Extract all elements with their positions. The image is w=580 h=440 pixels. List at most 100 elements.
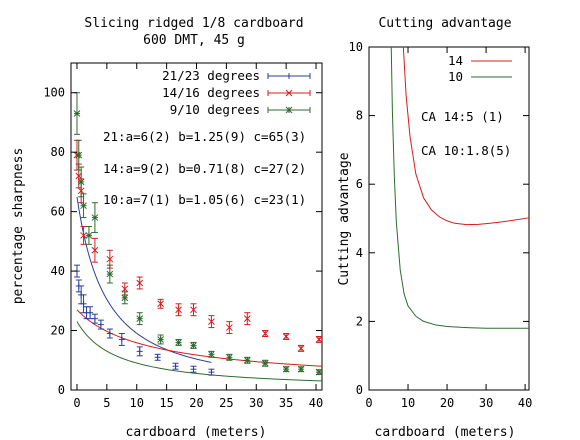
left-y-tick-label: 40	[51, 264, 65, 278]
left-y-tick-label: 100	[43, 86, 65, 100]
point-marker	[73, 110, 81, 117]
right-x-axis-label: cardboard (meters)	[375, 425, 516, 440]
data-point	[261, 359, 269, 367]
point-marker	[261, 330, 269, 337]
left-fit-curves	[76, 196, 323, 382]
point-marker	[175, 306, 182, 314]
left-x-tick-label: 0	[73, 396, 80, 410]
fit-annotation-10: 10:a=7(1) b=1.05(6) c=23(1)	[103, 192, 306, 207]
point-marker	[157, 336, 164, 343]
legend-label-10: 10	[448, 69, 463, 84]
legend-swatch-marker	[285, 89, 293, 97]
point-marker	[121, 294, 129, 302]
right-plot-frame	[368, 46, 530, 391]
data-point	[154, 353, 161, 361]
data-point	[80, 193, 87, 219]
left-x-tick-label: 5	[103, 396, 110, 410]
point-marker	[208, 318, 215, 325]
legend-swatch-marker	[285, 106, 293, 114]
sharpness-chart: Slicing ridged 1/8 cardboard 600 DMT, 45…	[11, 16, 323, 440]
data-point	[208, 350, 215, 358]
data-point	[75, 139, 83, 171]
fit-curve-1	[76, 309, 323, 367]
point-marker	[136, 315, 144, 323]
point-marker	[261, 359, 269, 367]
data-point	[297, 365, 305, 373]
right-y-tick-label: 0	[356, 383, 363, 397]
point-marker	[75, 151, 83, 159]
right-chart-title: Cutting advantage	[378, 16, 511, 31]
data-point	[91, 313, 98, 324]
ca-series-line-1	[390, 46, 529, 329]
point-marker	[190, 306, 197, 314]
right-legend: 14 10	[448, 53, 512, 84]
data-point	[77, 166, 85, 198]
point-marker	[136, 279, 144, 287]
data-point	[208, 315, 215, 329]
right-x-tick-label: 10	[401, 396, 415, 410]
fit-curve-0	[76, 196, 212, 363]
point-marker	[91, 214, 99, 221]
legend-label-9-10: 9/10 degrees	[170, 102, 260, 117]
data-point	[73, 92, 81, 135]
right-legend-swatches	[471, 60, 512, 78]
data-point	[226, 353, 233, 361]
left-x-tick-label: 35	[279, 396, 293, 410]
data-point	[175, 303, 182, 317]
right-y-tick-label: 10	[349, 40, 363, 54]
point-marker	[297, 365, 305, 373]
data-point	[91, 237, 99, 263]
point-marker	[208, 350, 215, 358]
point-marker	[226, 324, 233, 331]
data-point	[208, 368, 215, 376]
point-marker	[315, 336, 323, 343]
data-point	[282, 333, 290, 340]
right-x-tick-label: 20	[440, 396, 454, 410]
ca-annotation-10: CA 10:1.8(5)	[421, 143, 511, 158]
data-point	[282, 365, 290, 373]
legend-label-21-23: 21/23 degrees	[162, 68, 260, 83]
data-point	[87, 306, 94, 320]
fit-curve-2	[76, 321, 323, 382]
fit-annotation-14: 14:a=9(2) b=0.71(8) c=27(2)	[103, 161, 306, 176]
left-y-tick-label: 80	[51, 145, 65, 159]
right-y-tick-label: 6	[356, 177, 363, 191]
point-marker	[77, 178, 85, 186]
point-marker	[157, 300, 164, 308]
point-marker	[226, 353, 233, 361]
point-marker	[106, 270, 114, 278]
data-point	[315, 368, 323, 376]
left-x-tick-label: 30	[249, 396, 263, 410]
point-marker	[80, 232, 87, 239]
data-point	[97, 319, 104, 330]
left-y-tick-label: 60	[51, 205, 65, 219]
right-x-tick-label: 0	[365, 396, 372, 410]
data-point	[190, 365, 197, 373]
right-x-tick-label: 40	[518, 396, 532, 410]
data-point	[297, 344, 305, 352]
data-point	[80, 226, 87, 245]
data-point	[157, 298, 164, 309]
point-marker	[91, 246, 99, 254]
data-point	[136, 312, 144, 326]
data-point	[136, 276, 144, 290]
right-y-tick-label: 8	[356, 109, 363, 123]
left-legend-swatches	[267, 73, 311, 114]
left-data-points	[73, 92, 323, 376]
data-point	[121, 291, 129, 305]
left-y-axis-label: percentage sharpness	[11, 148, 26, 305]
data-point	[136, 346, 143, 357]
data-point	[190, 341, 197, 349]
left-chart-title: Slicing ridged 1/8 cardboard	[84, 16, 303, 31]
point-marker	[243, 315, 251, 323]
point-marker	[175, 339, 182, 346]
fit-annotation-21: 21:a=6(2) b=1.25(9) c=65(3)	[103, 129, 306, 144]
right-y-axis: 0 2 4 6 8 10	[349, 40, 529, 397]
data-point	[157, 334, 164, 345]
point-marker	[297, 345, 305, 352]
data-point	[190, 303, 197, 317]
left-x-tick-label: 20	[189, 396, 203, 410]
right-x-axis: 0 10 20 30 40	[365, 47, 532, 410]
point-marker	[106, 255, 114, 263]
right-y-axis-label: Cutting advantage	[337, 152, 352, 285]
